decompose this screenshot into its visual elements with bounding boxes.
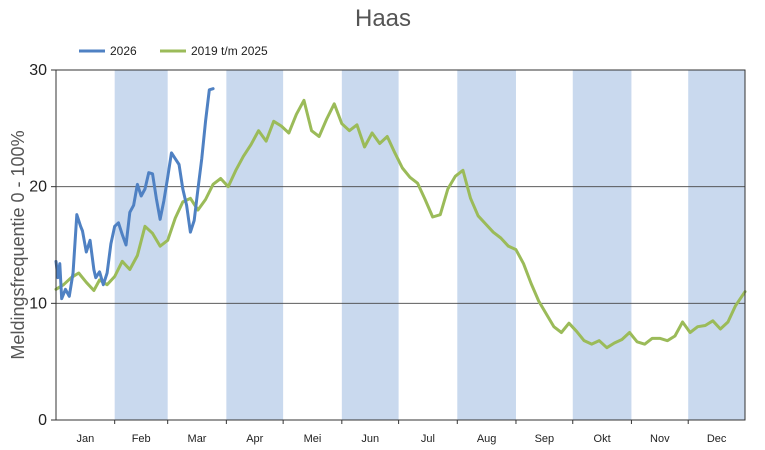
series-line-2026 [54, 87, 215, 301]
series-lines [54, 87, 747, 350]
x-tick-label-nov: Nov [650, 433, 670, 445]
x-tick-label-sep: Sep [535, 433, 555, 445]
month-band-okt [572, 70, 632, 420]
x-tick-label-aug: Aug [477, 433, 497, 445]
x-tick-label-apr: Apr [246, 433, 263, 445]
y-tick-label-30: 30 [29, 62, 47, 79]
month-band-dec [688, 70, 745, 420]
x-tick-label-jan: Jan [76, 433, 94, 445]
y-axis-ticks: 0 10 20 30 [29, 62, 56, 429]
x-tick-label-feb: Feb [132, 433, 151, 445]
x-axis-month-labels: Jan Feb Mar Apr Mei Jun Jul Aug Sep Okt Nov Dec [76, 420, 727, 445]
x-tick-label-jul: Jul [421, 433, 435, 445]
x-tick-label-okt: Okt [594, 433, 611, 445]
x-tick-label-dec: Dec [707, 433, 727, 445]
y-tick-label-20: 20 [29, 179, 47, 196]
chart-title: Haas [355, 5, 411, 32]
y-tick-label-10: 10 [29, 295, 47, 312]
x-tick-label-mar: Mar [188, 433, 207, 445]
series-line-2019-t-m-2025 [54, 98, 747, 350]
month-band-jun [341, 70, 399, 420]
legend-label-2019-2025: 2019 t/m 2025 [191, 44, 268, 58]
x-tick-label-mei: Mei [304, 433, 322, 445]
x-tick-label-jun: Jun [361, 433, 379, 445]
y-tick-label-0: 0 [38, 412, 47, 429]
month-bands [114, 70, 745, 420]
month-band-apr [226, 70, 284, 420]
plot-frame [55, 69, 746, 421]
legend-label-2026: 2026 [110, 44, 137, 58]
gridlines [56, 186, 745, 304]
y-axis-label: Meldingsfrequentie 0 - 100% [8, 130, 28, 359]
legend: 2026 2019 t/m 2025 [79, 44, 268, 58]
